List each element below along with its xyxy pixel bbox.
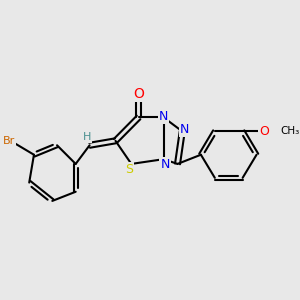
Text: H: H — [83, 133, 92, 142]
Text: N: N — [160, 158, 170, 171]
Text: N: N — [180, 124, 189, 136]
Text: N: N — [159, 110, 168, 123]
Text: Br: Br — [3, 136, 15, 146]
Text: O: O — [133, 87, 144, 101]
Text: O: O — [260, 125, 269, 138]
Text: S: S — [125, 163, 133, 176]
Text: CH₃: CH₃ — [280, 126, 299, 136]
